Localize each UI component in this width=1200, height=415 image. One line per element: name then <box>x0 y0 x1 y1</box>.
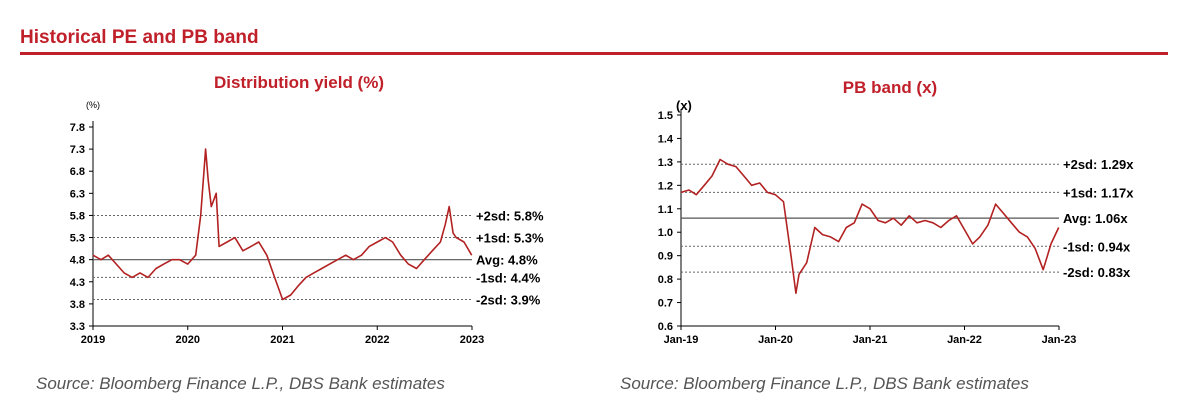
x-tick-label: Jan-19 <box>664 334 699 346</box>
y-tick-label: 4.3 <box>70 277 85 289</box>
band-label: -2sd: 0.83x <box>1063 265 1131 280</box>
y-tick-label: 3.3 <box>70 321 85 333</box>
y-tick-label: 1.3 <box>658 157 673 169</box>
x-tick-label: 2022 <box>365 334 389 346</box>
distribution-yield-chart: Distribution yield (%) (%) 3.3 3.8 4.3 4.8 5.3… <box>70 73 544 346</box>
section-title: Historical PE and PB band <box>20 27 259 48</box>
y-tick-label: 5.3 <box>70 233 85 245</box>
source-note-right: Source: Bloomberg Finance L.P., DBS Bank… <box>620 374 1029 393</box>
x-tick-label: 2020 <box>176 334 200 346</box>
band-label: Avg: 4.8% <box>476 253 538 268</box>
y-tick-label: 1.4 <box>658 133 674 145</box>
x-tick-label: Jan-23 <box>1042 334 1077 346</box>
x-tick-label: 2019 <box>81 334 105 346</box>
x-tick-label: 2023 <box>460 334 484 346</box>
series-line <box>680 158 1060 295</box>
band-label: +1sd: 5.3% <box>476 231 544 246</box>
band-label: -1sd: 0.94x <box>1063 239 1131 254</box>
series-line <box>92 148 473 301</box>
y-tick-label: 1.0 <box>658 227 673 239</box>
y-tick-label: 5.8 <box>70 210 85 222</box>
section-divider <box>20 52 1168 55</box>
band-label: +2sd: 1.29x <box>1063 157 1134 172</box>
y-tick-label: 0.7 <box>658 298 673 310</box>
y-tick-label: 0.9 <box>658 251 673 263</box>
y-tick-label: 6.3 <box>70 188 85 200</box>
y-tick-label: 0.8 <box>658 274 673 286</box>
chart-title: Distribution yield (%) <box>214 73 384 92</box>
y-tick-label: 7.3 <box>70 144 85 156</box>
x-tick-label: 2021 <box>270 334 294 346</box>
y-tick-label: 4.8 <box>70 255 85 267</box>
y-tick-label: 0.6 <box>658 321 673 333</box>
x-tick-label: Jan-22 <box>947 334 982 346</box>
pb-band-chart: PB band (x) (x) 0.6 0.7 0.8 0.9 1.0 1.1 1.2 1.3 1.… <box>658 78 1135 346</box>
band-label: -2sd: 3.9% <box>476 292 541 307</box>
y-unit-label: (x) <box>676 98 692 113</box>
band-label: +1sd: 1.17x <box>1063 185 1134 200</box>
y-tick-label: 7.8 <box>70 122 85 134</box>
y-unit-label: (%) <box>86 100 100 110</box>
band-label: -1sd: 4.4% <box>476 270 541 285</box>
y-tick-label: 1.1 <box>658 204 673 216</box>
band-label: Avg: 1.06x <box>1063 211 1128 226</box>
source-note-left: Source: Bloomberg Finance L.P., DBS Bank… <box>36 374 445 393</box>
chart-title: PB band (x) <box>843 78 937 97</box>
y-tick-label: 1.5 <box>658 110 673 122</box>
x-tick-label: Jan-21 <box>853 334 888 346</box>
y-tick-label: 3.8 <box>70 299 85 311</box>
y-tick-label: 6.8 <box>70 166 85 178</box>
band-label: +2sd: 5.8% <box>476 208 544 223</box>
y-tick-label: 1.2 <box>658 180 673 192</box>
x-tick-label: Jan-20 <box>758 334 793 346</box>
